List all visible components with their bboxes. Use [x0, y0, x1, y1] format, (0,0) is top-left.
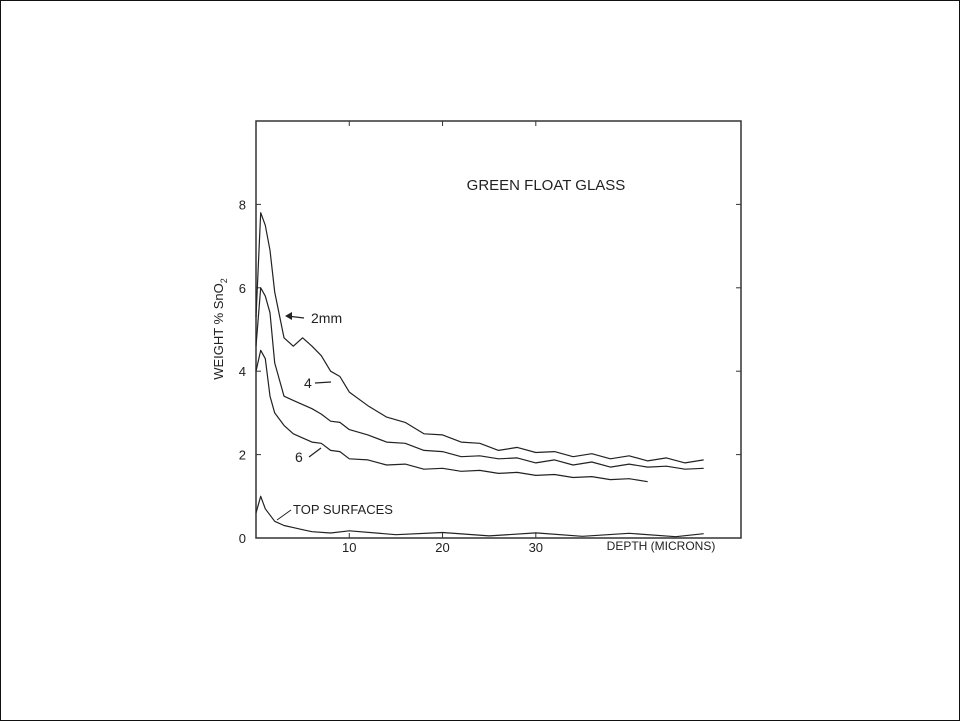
x-tick-label-1: 20	[435, 540, 449, 555]
annotation-4-arrow	[314, 381, 332, 384]
plot-frame	[255, 120, 742, 539]
annotation-2mm-arrowhead	[285, 312, 292, 320]
annotation-6-arrow	[308, 447, 322, 458]
series-lines	[255, 212, 704, 538]
y-tick-label-3: 6	[239, 281, 246, 296]
series-line-2mm	[255, 212, 704, 464]
chart-title: GREEN FLOAT GLASS	[467, 177, 626, 194]
annotation-top-surfaces: TOP SURFACES	[293, 502, 393, 517]
x-tick-label-2: 30	[529, 540, 543, 555]
sno2-depth-chart: 0 2 4 6 8 10 20 30 GREEN FLOAT GLASS WEIGHT % S…	[201, 116, 751, 561]
y-axis-label: WEIGHT % SnO2	[211, 278, 229, 380]
x-tick-label-0: 10	[342, 540, 356, 555]
y-tick-label-2: 4	[239, 364, 246, 379]
annotation-6: 6	[295, 449, 303, 465]
annotation-top-surfaces-arrow	[276, 509, 292, 521]
x-axis-label: DEPTH (MICRONS)	[607, 539, 716, 553]
series-line-6	[255, 349, 648, 483]
annotation-4: 4	[304, 375, 312, 391]
chart-background	[201, 116, 751, 561]
annotation-2mm: 2mm	[311, 310, 342, 326]
series-line-4	[255, 287, 704, 470]
y-axis-label-text: WEIGHT % SnO	[211, 283, 226, 380]
y-tick-label-1: 2	[239, 448, 246, 463]
y-axis-label-subscript: 2	[219, 278, 229, 283]
y-tick-label-0: 0	[239, 531, 246, 546]
series-line-top-surfaces	[255, 495, 704, 538]
y-tick-label-4: 8	[239, 197, 246, 212]
